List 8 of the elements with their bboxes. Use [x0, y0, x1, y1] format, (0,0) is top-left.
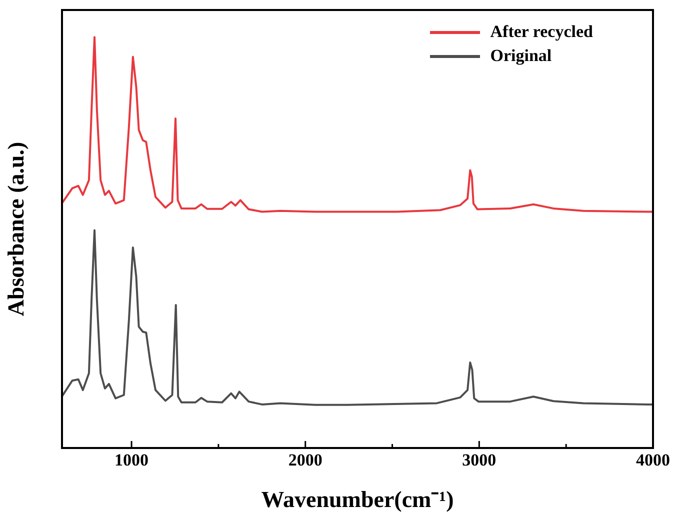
x-tick-label: 4000 — [636, 450, 670, 470]
x-axis-title: Wavenumber(cm⁻¹) — [261, 487, 454, 512]
x-tick-label: 1000 — [114, 450, 149, 470]
x-tick-label: 3000 — [462, 450, 496, 470]
legend-label: Original — [490, 46, 552, 66]
x-tick-label: 2000 — [288, 450, 322, 470]
legend-label: After recycled — [490, 22, 593, 42]
y-axis-title: Absorbance (a.u.) — [4, 142, 29, 316]
